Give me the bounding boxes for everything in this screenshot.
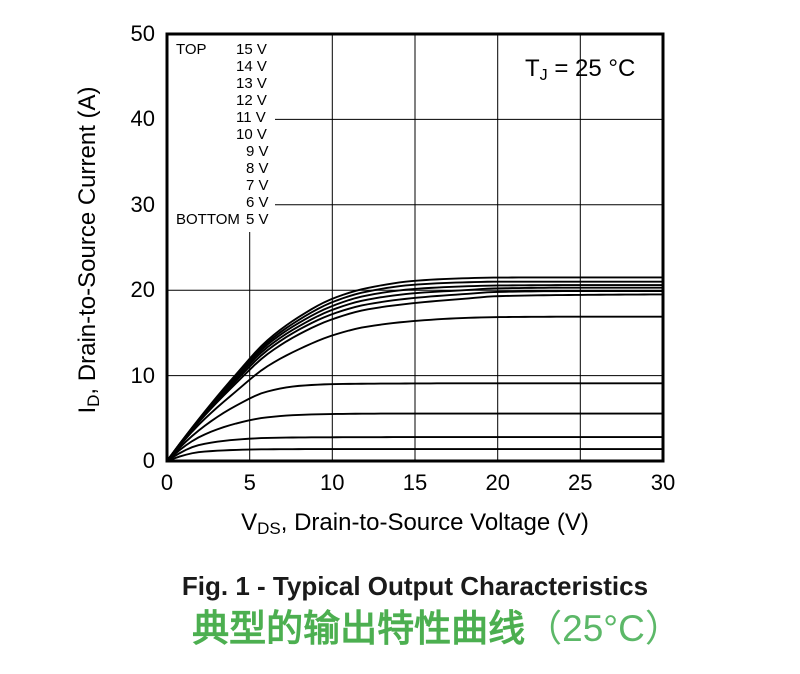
svg-text:10: 10 [320, 470, 344, 495]
svg-text:15: 15 [403, 470, 427, 495]
svg-text:30: 30 [651, 470, 675, 495]
svg-text:12 V: 12 V [236, 92, 267, 109]
svg-text:15 V: 15 V [236, 41, 267, 58]
svg-text:20: 20 [131, 277, 155, 302]
svg-text:25: 25 [568, 470, 592, 495]
svg-text:5 V: 5 V [246, 211, 269, 228]
svg-text:30: 30 [131, 192, 155, 217]
svg-text:14 V: 14 V [236, 58, 267, 75]
svg-text:BOTTOM: BOTTOM [176, 211, 240, 228]
svg-text:10: 10 [131, 363, 155, 388]
svg-text:7 V: 7 V [246, 177, 269, 194]
svg-text:Fig. 1 - Typical Output Charac: Fig. 1 - Typical Output Characteristics [182, 571, 648, 601]
svg-text:6 V: 6 V [246, 194, 269, 211]
svg-text:0: 0 [143, 448, 155, 473]
svg-text:TOP: TOP [176, 41, 207, 58]
svg-text:典型的输出特性曲线（25°C）: 典型的输出特性曲线（25°C） [192, 608, 682, 649]
svg-text:0: 0 [161, 470, 173, 495]
svg-text:8 V: 8 V [246, 160, 269, 177]
svg-text:13 V: 13 V [236, 75, 267, 92]
svg-text:40: 40 [131, 106, 155, 131]
svg-text:10 V: 10 V [236, 126, 267, 143]
svg-text:20: 20 [485, 470, 509, 495]
svg-text:9 V: 9 V [246, 143, 269, 160]
svg-text:5: 5 [244, 470, 256, 495]
svg-text:VDS, Drain-to-Source Voltage (: VDS, Drain-to-Source Voltage (V) [241, 509, 589, 538]
svg-text:ID, Drain-to-Source Current (A: ID, Drain-to-Source Current (A) [74, 86, 103, 413]
svg-text:11 V: 11 V [236, 109, 266, 126]
svg-text:50: 50 [131, 21, 155, 46]
